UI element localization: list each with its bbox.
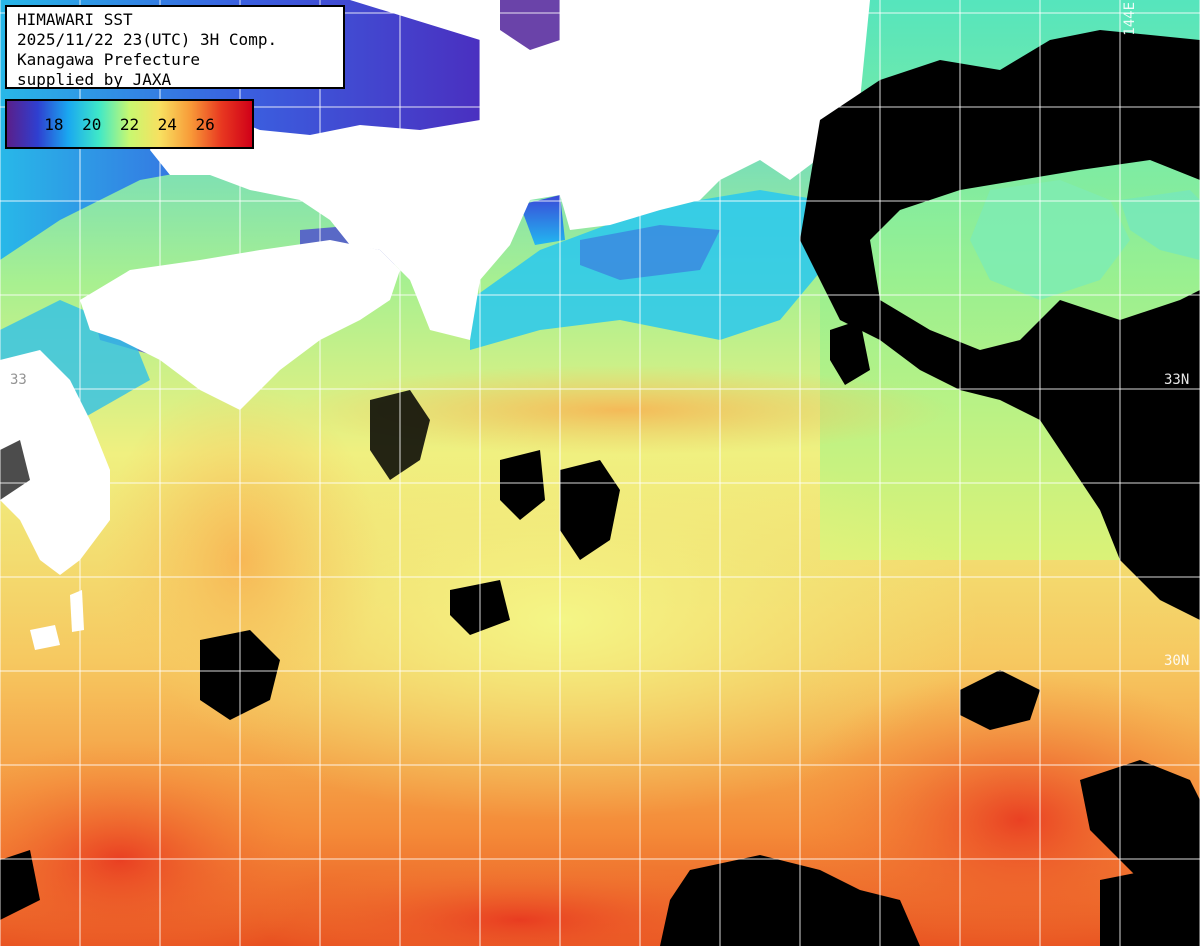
lat-label-33-west: 33	[10, 372, 27, 388]
title-line-2: 2025/11/22 23(UTC) 3H Comp.	[17, 30, 278, 49]
cloud-mask-east	[800, 30, 1200, 620]
lat-label-30n: 30N	[1164, 653, 1190, 669]
honshu-land	[150, 0, 870, 340]
lon-label-136e: 136E	[480, 2, 496, 36]
cloud-mask-center	[560, 460, 620, 560]
cloud-mask-south	[660, 855, 920, 946]
lon-label-144e: 144E	[1122, 2, 1138, 36]
title-line-4: supplied by JAXA	[17, 70, 172, 89]
title-line-1: HIMAWARI SST	[17, 10, 133, 29]
colorbar-tick-20: 20	[82, 114, 102, 134]
kyushu-land	[0, 350, 110, 575]
colorbar-tick-18: 18	[44, 114, 64, 134]
temperature-colorbar: 18 20 22 24 26	[5, 99, 254, 149]
kuroshio-band	[290, 365, 950, 455]
colorbar-tick-26: 26	[195, 114, 215, 134]
colorbar-tick-22: 22	[119, 114, 140, 134]
title-line-3: Kanagawa Prefecture	[17, 50, 201, 69]
lat-label-33n: 33N	[1164, 372, 1190, 388]
ise-bay	[520, 195, 565, 245]
title-box: HIMAWARI SST 2025/11/22 23(UTC) 3H Comp.…	[5, 5, 345, 89]
colorbar-tick-24: 24	[157, 114, 177, 134]
hot-water-se	[780, 670, 1200, 946]
